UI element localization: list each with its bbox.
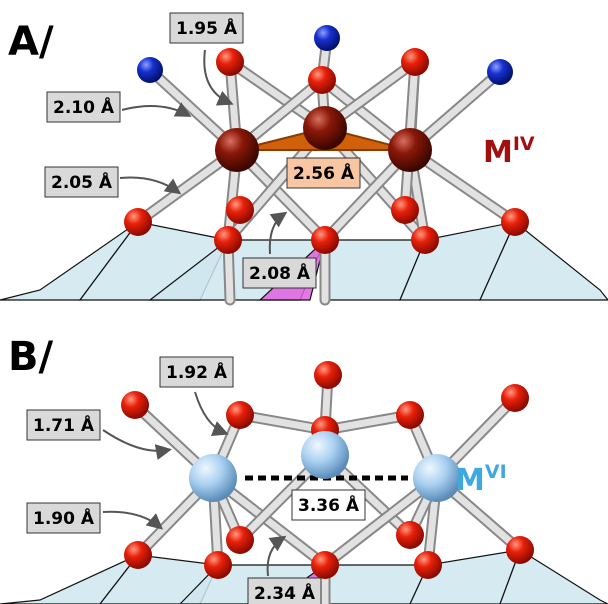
panel-label: B/ — [8, 334, 53, 380]
distance-label: 2.08 Å — [249, 261, 311, 284]
atom — [226, 526, 254, 554]
distance-label: 3.36 Å — [298, 493, 360, 516]
distance-label: 2.56 Å — [293, 161, 355, 184]
atom — [215, 128, 259, 172]
atom — [413, 454, 461, 502]
atom — [314, 25, 340, 51]
panel-label: A/ — [8, 19, 54, 65]
metal-oxidation: IV — [513, 133, 535, 155]
arrow — [120, 178, 178, 192]
atom — [401, 48, 429, 76]
atom — [396, 521, 424, 549]
atom — [411, 226, 439, 254]
arrow — [122, 106, 188, 115]
distance-label: 2.10 Å — [53, 95, 115, 118]
distance-label: 1.71 Å — [33, 413, 95, 436]
atom — [501, 208, 529, 236]
atom — [414, 551, 442, 579]
page: A/ B/ MIV MVI 1.95 Å2.10 Å2.05 Å2.56 Å2.… — [0, 0, 608, 604]
atom — [204, 551, 232, 579]
arrow — [103, 512, 160, 527]
atom — [388, 128, 432, 172]
atom — [124, 208, 152, 236]
atom — [214, 226, 242, 254]
distance-label: 1.92 Å — [166, 360, 228, 383]
atom — [314, 361, 342, 389]
atom — [216, 48, 244, 76]
atom — [121, 391, 149, 419]
distance-label: 1.90 Å — [33, 506, 95, 529]
atom — [226, 196, 254, 224]
metal-label: MVI — [455, 461, 507, 498]
distance-label: 1.95 Å — [176, 16, 238, 39]
metal-oxidation: VI — [485, 461, 507, 483]
arrow — [195, 392, 225, 433]
atom — [311, 226, 339, 254]
atom — [226, 401, 254, 429]
atom — [311, 551, 339, 579]
atom — [303, 106, 347, 150]
atom — [501, 384, 529, 412]
metal-label: MIV — [483, 133, 535, 170]
atom — [391, 196, 419, 224]
atom — [189, 454, 237, 502]
atom — [487, 59, 513, 85]
atom — [124, 541, 152, 569]
atom — [506, 536, 534, 564]
atom — [396, 401, 424, 429]
metal-symbol: M — [483, 135, 513, 170]
atom — [137, 57, 163, 83]
distance-label: 2.34 Å — [254, 581, 316, 604]
figure: A/ B/ MIV MVI 1.95 Å2.10 Å2.05 Å2.56 Å2.… — [0, 0, 608, 604]
metal-symbol: M — [455, 463, 485, 498]
atom — [308, 66, 336, 94]
distance-label: 2.05 Å — [51, 170, 113, 193]
atom — [301, 431, 349, 479]
